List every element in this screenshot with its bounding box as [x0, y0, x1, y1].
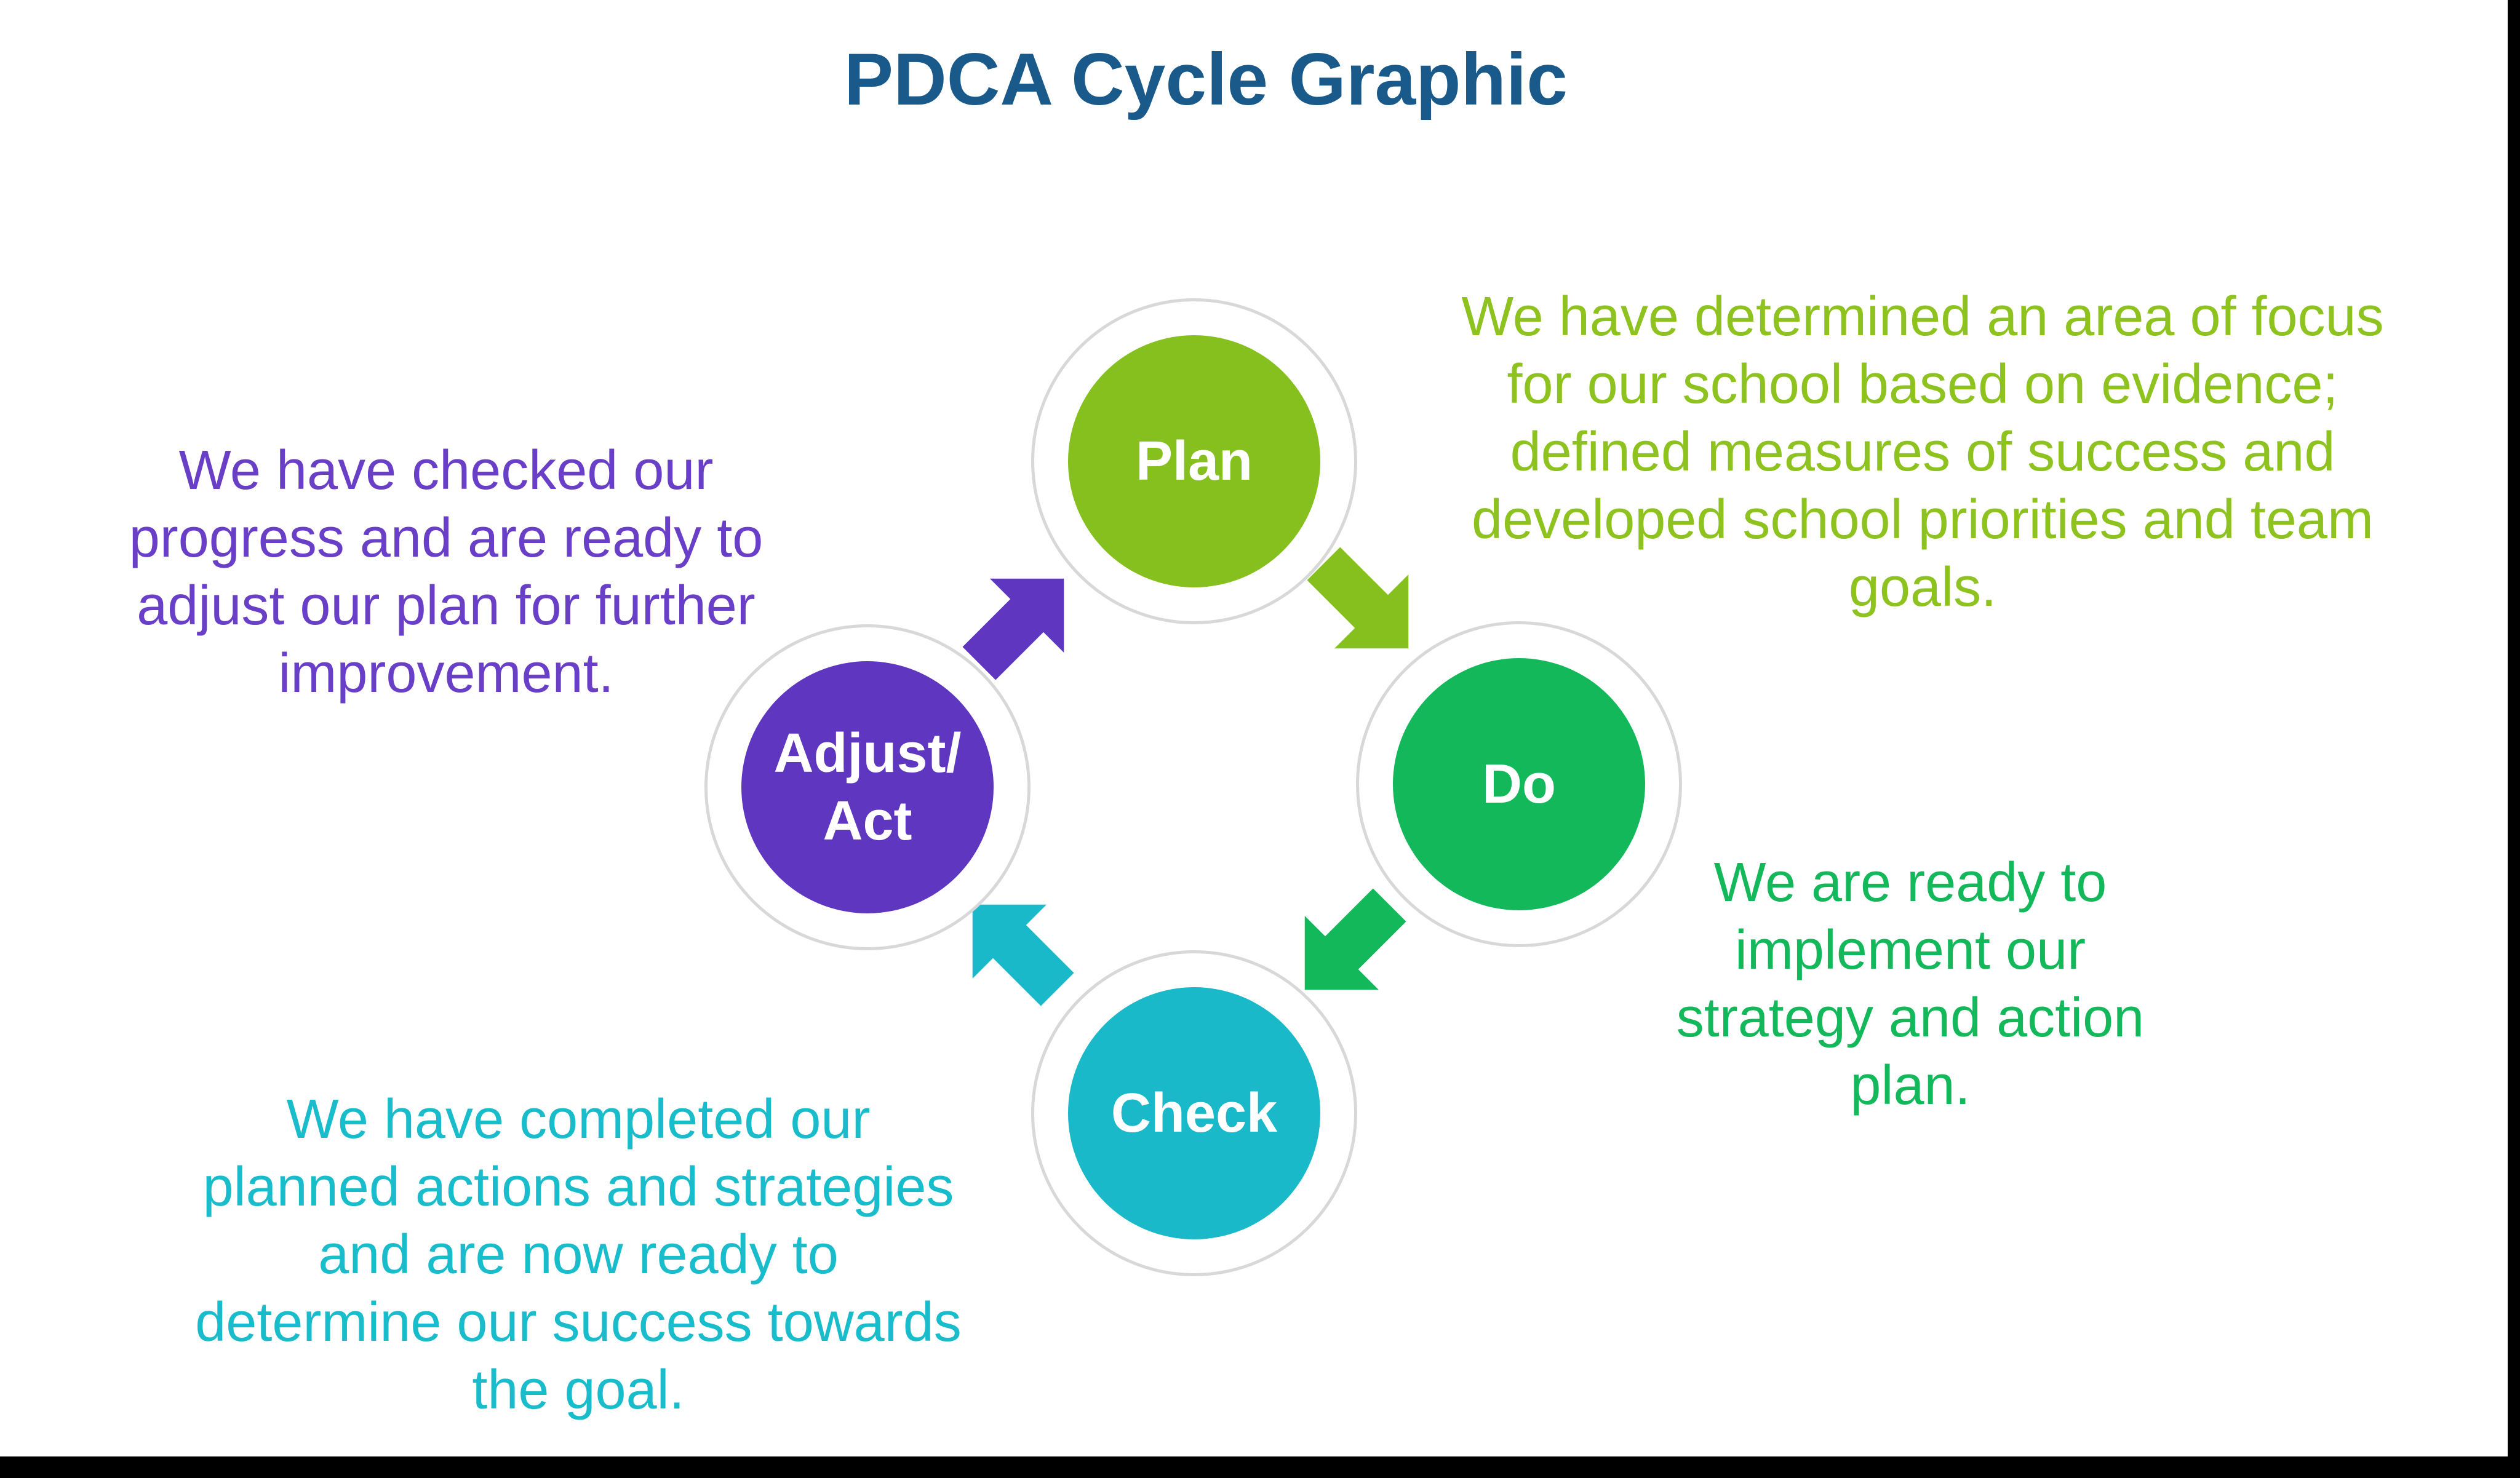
plan-description-line: We have determined an area of focus [1461, 286, 2384, 348]
do-description-line: implement our [1734, 920, 2086, 981]
page-title: PDCA Cycle Graphic [844, 38, 1568, 121]
check-node: Check [1031, 950, 1357, 1276]
do-description-line: We are ready to [1713, 852, 2107, 913]
check-label: Check [1110, 1083, 1278, 1144]
check-to-act-arrow-shape [972, 904, 1074, 1006]
plan-label: Plan [1135, 431, 1253, 492]
do-to-check-arrow-shape [1304, 888, 1406, 990]
check-description-line: and are now ready to [318, 1224, 839, 1285]
check-description-line: determine our success towards [195, 1292, 962, 1353]
act-description-line: We have checked our [178, 440, 714, 501]
check-description-line: planned actions and strategies [202, 1156, 954, 1218]
act-to-plan-arrow [962, 578, 1064, 680]
plan-node: Plan [1031, 298, 1357, 624]
do-label: Do [1482, 753, 1556, 815]
plan-description-line: for our school based on evidence; [1507, 354, 2339, 415]
check-description: We have completed our planned actions an… [154, 1086, 1003, 1424]
act-label-line: Adjust/ [773, 723, 962, 784]
plan-description-line: developed school priorities and team [1472, 489, 2374, 550]
do-description-line: plan. [1850, 1055, 1971, 1116]
act-circle: Adjust/ Act [741, 661, 994, 913]
do-to-check-arrow [1304, 888, 1406, 990]
plan-to-do-arrow [1307, 547, 1409, 649]
act-description-line: progress and are ready to [129, 507, 764, 569]
act-description-line: improvement. [278, 643, 614, 704]
check-description-line: the goal. [472, 1359, 685, 1421]
act-to-plan-arrow-shape [962, 578, 1064, 680]
act-description: We have checked our progress and are rea… [92, 437, 800, 707]
act-label-line: Act [823, 790, 912, 852]
do-node: Do [1356, 621, 1682, 947]
check-description-line: We have completed our [286, 1089, 871, 1150]
plan-description-line: defined measures of success and [1510, 421, 2335, 483]
plan-to-do-arrow-shape [1307, 547, 1409, 649]
plan-description: We have determined an area of focus for … [1421, 283, 2424, 621]
plan-circle: Plan [1068, 335, 1320, 587]
check-to-act-arrow [972, 904, 1074, 1006]
check-circle: Check [1068, 987, 1320, 1239]
act-description-line: adjust our plan for further [137, 575, 756, 637]
do-description-line: strategy and action [1676, 987, 2145, 1049]
plan-description-line: goals. [1848, 557, 1997, 618]
do-description: We are ready to implement our strategy a… [1624, 849, 2196, 1119]
do-circle: Do [1393, 658, 1645, 910]
act-node: Adjust/ Act [704, 624, 1031, 950]
